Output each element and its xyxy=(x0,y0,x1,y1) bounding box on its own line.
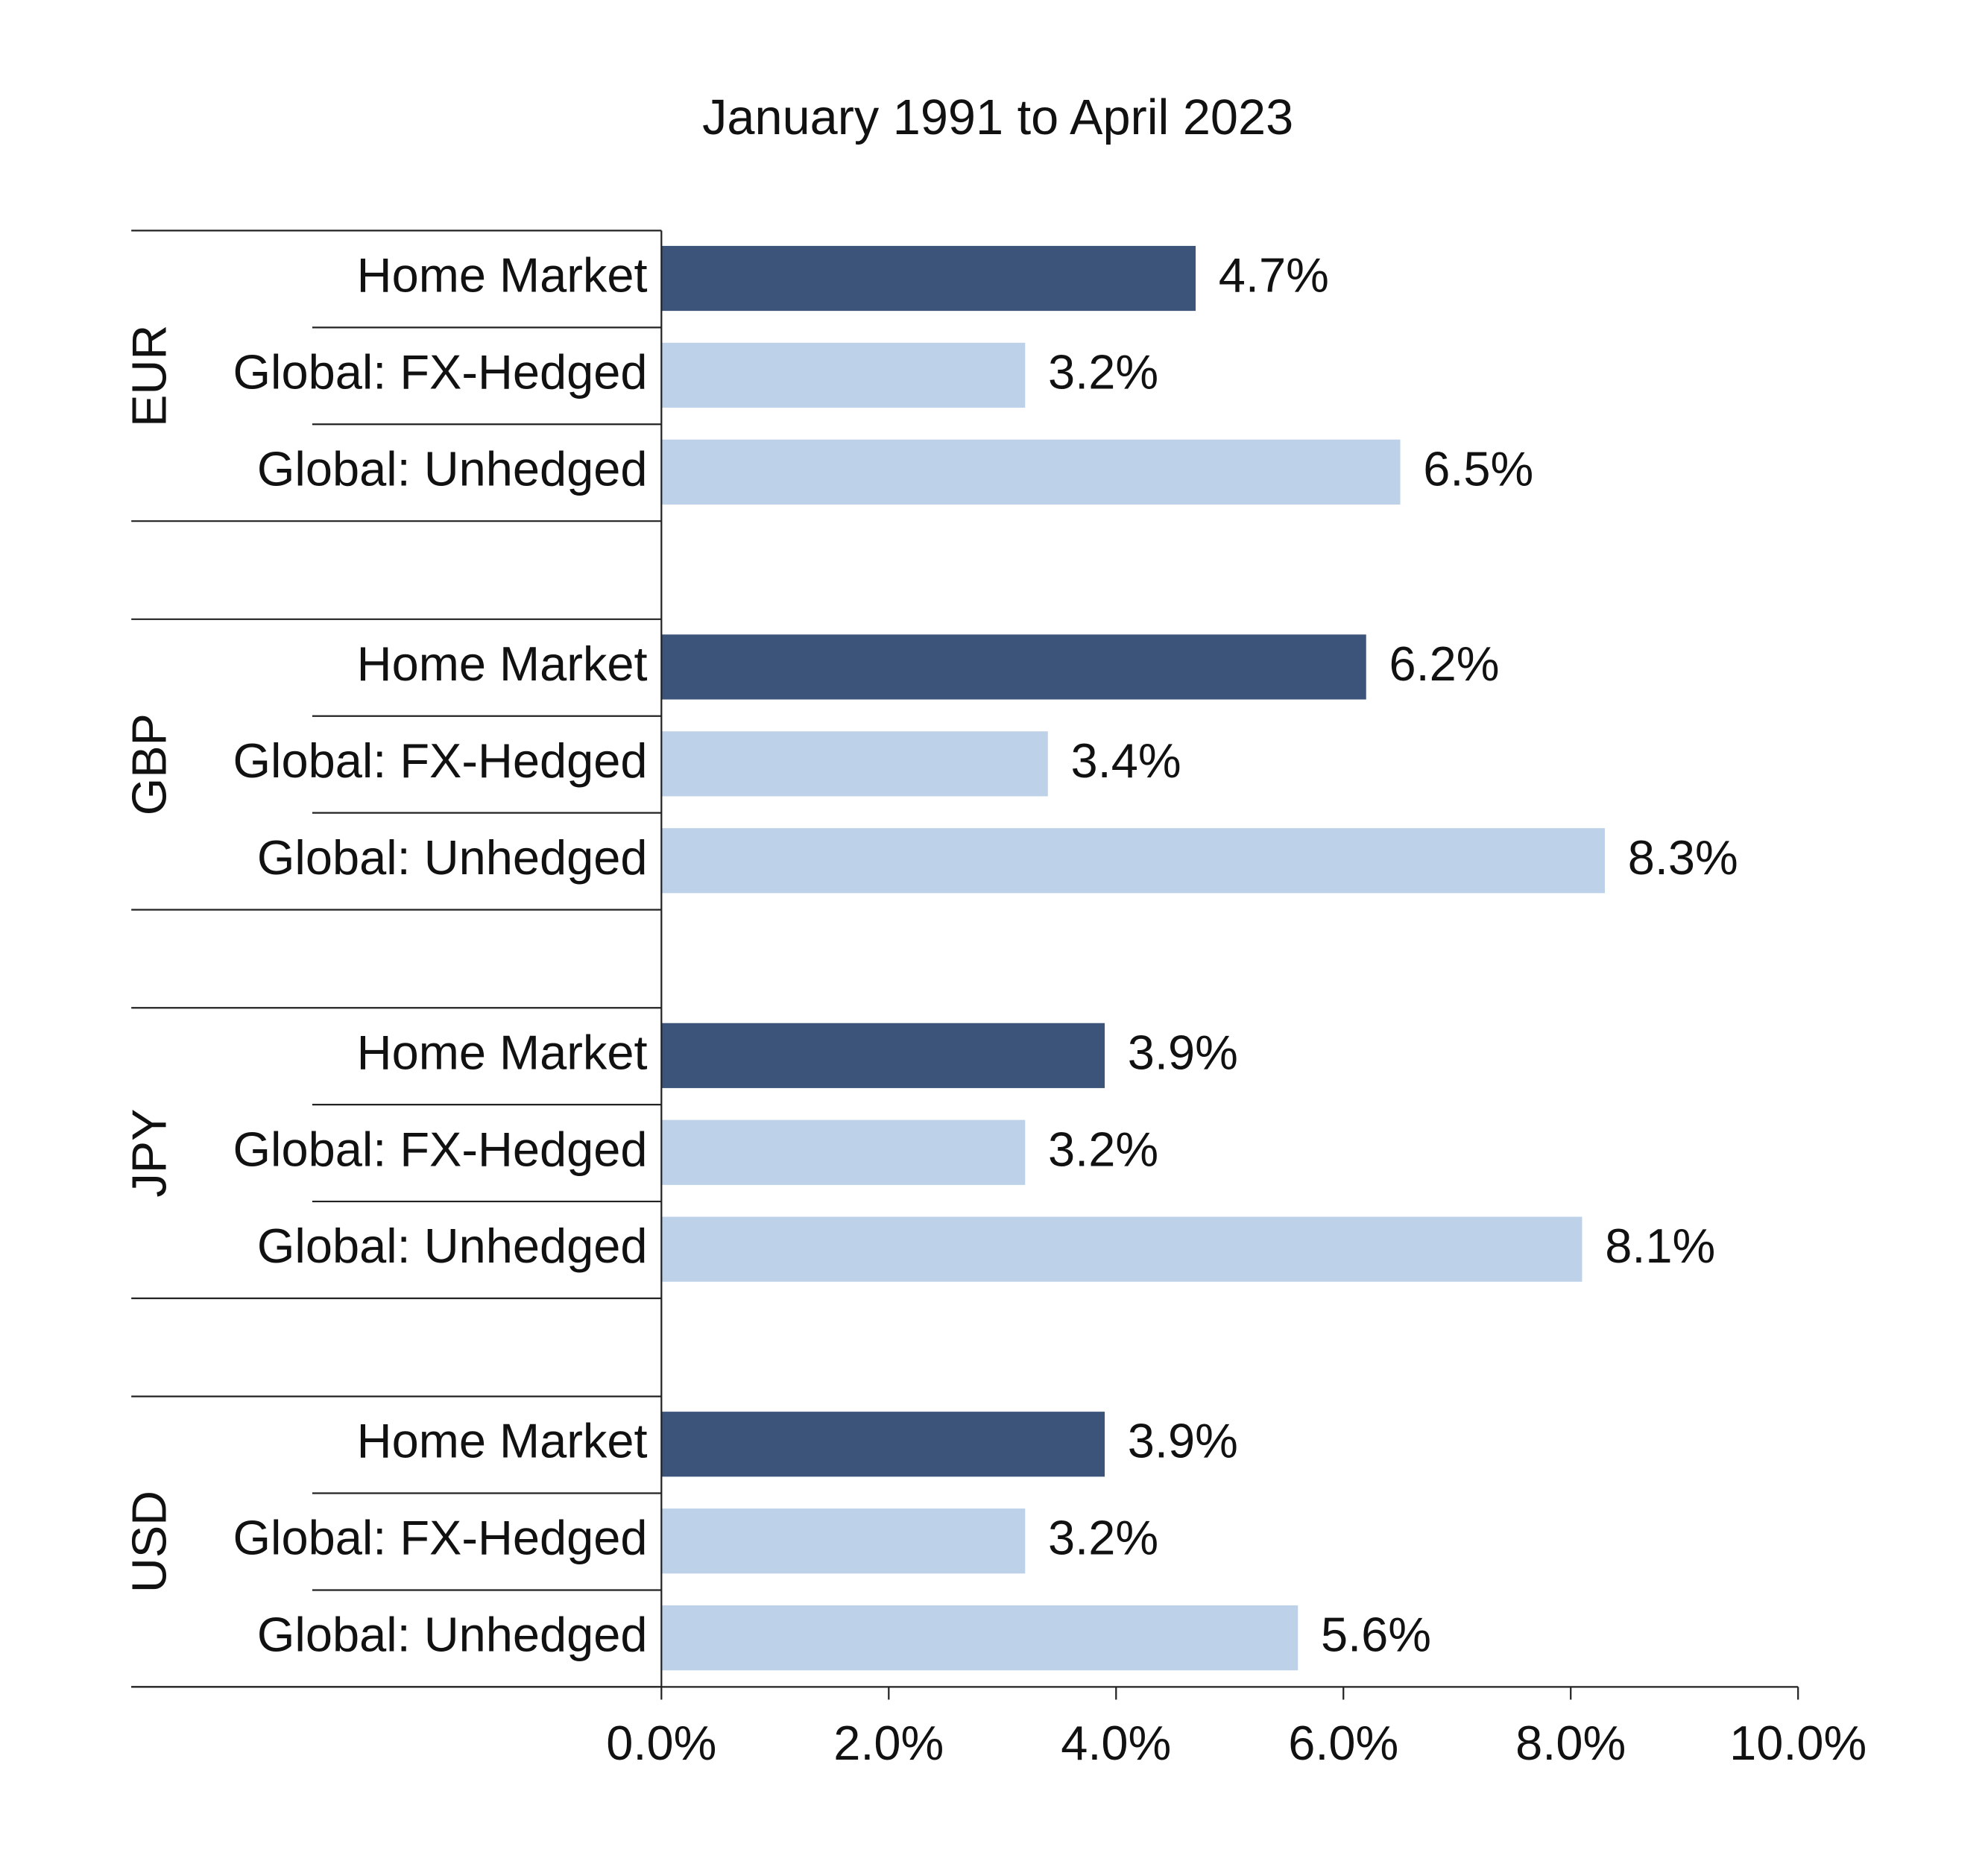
bar xyxy=(661,1119,1026,1185)
group-label: EUR xyxy=(122,325,176,427)
bar xyxy=(661,1605,1298,1671)
value-label: 4.7% xyxy=(1219,248,1329,303)
group-label: GBP xyxy=(122,713,176,815)
value-label: 3.4% xyxy=(1071,733,1181,788)
category-label: Global: FX-Hedged xyxy=(233,344,648,399)
group-label: JPY xyxy=(122,1109,176,1198)
category-label: Home Market xyxy=(357,248,648,303)
bar xyxy=(661,634,1366,700)
category-label: Global: FX-Hedged xyxy=(233,1122,648,1176)
bar xyxy=(661,731,1048,797)
value-label: 3.2% xyxy=(1048,1511,1158,1565)
category-label: Global: FX-Hedged xyxy=(233,1511,648,1565)
value-label: 8.3% xyxy=(1628,830,1738,885)
x-tick-label: 6.0% xyxy=(1288,1716,1398,1770)
category-label: Global: Unhedged xyxy=(257,441,648,496)
x-tick-label: 8.0% xyxy=(1515,1716,1626,1770)
bar xyxy=(661,1023,1105,1088)
value-label: 3.9% xyxy=(1128,1414,1238,1468)
category-label: Home Market xyxy=(357,636,648,691)
category-label: Home Market xyxy=(357,1414,648,1468)
x-tick-label: 4.0% xyxy=(1061,1716,1171,1770)
category-label: Global: Unhedged xyxy=(257,830,648,885)
value-label: 5.6% xyxy=(1321,1608,1431,1662)
bar xyxy=(661,1412,1105,1477)
value-label: 8.1% xyxy=(1605,1219,1715,1273)
category-label: Global: Unhedged xyxy=(257,1608,648,1662)
category-label: Global: Unhedged xyxy=(257,1219,648,1273)
x-tick-label: 0.0% xyxy=(606,1716,716,1770)
category-label: Home Market xyxy=(357,1025,648,1079)
x-tick-label: 10.0% xyxy=(1729,1716,1866,1770)
x-tick-label: 2.0% xyxy=(833,1716,944,1770)
value-label: 3.2% xyxy=(1048,344,1158,399)
bar xyxy=(661,1216,1582,1282)
value-label: 3.2% xyxy=(1048,1122,1158,1176)
group-label: USD xyxy=(122,1491,176,1593)
bar xyxy=(661,439,1401,505)
bar xyxy=(661,1508,1026,1574)
value-label: 6.5% xyxy=(1423,441,1533,496)
value-label: 3.9% xyxy=(1128,1025,1238,1079)
chart-title: January 1991 to April 2023 xyxy=(702,90,1293,145)
bar xyxy=(661,828,1605,894)
category-label: Global: FX-Hedged xyxy=(233,733,648,788)
bar xyxy=(661,245,1196,312)
value-label: 6.2% xyxy=(1389,636,1500,691)
bar xyxy=(661,342,1026,408)
